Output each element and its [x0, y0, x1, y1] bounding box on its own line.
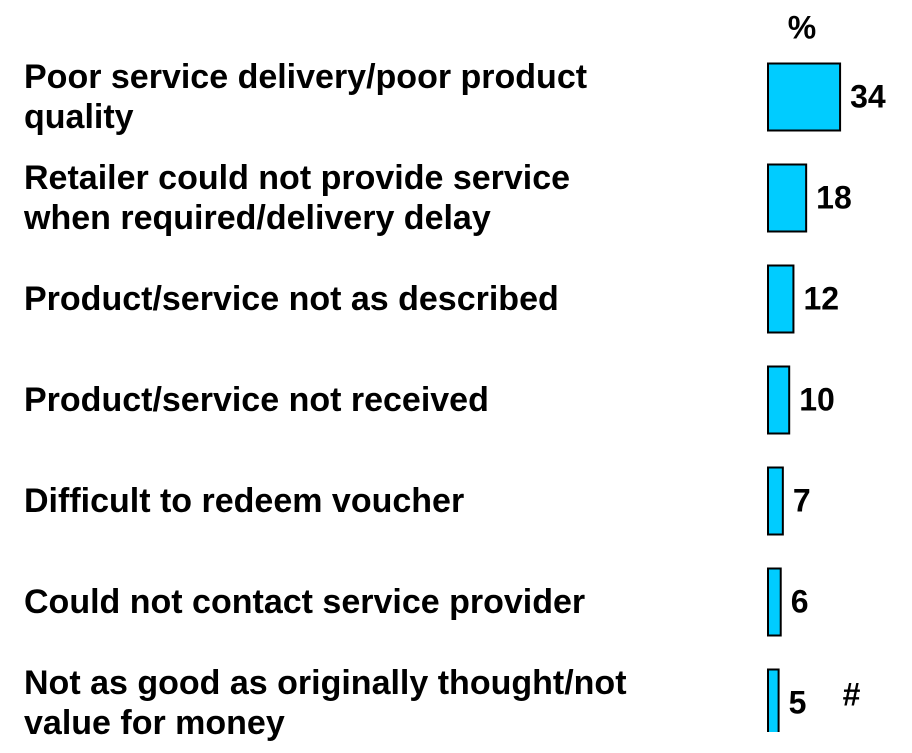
annotation: # [843, 676, 861, 712]
category-label: Product/service not as described [24, 280, 559, 318]
value-label: 10 [799, 381, 835, 417]
bar [767, 264, 795, 334]
page: {"chart_data": {"type": "bar", "orientat… [24, 9, 886, 742]
bar [767, 466, 784, 536]
category-label: Product/service not received [24, 381, 489, 419]
value-label: 34 [850, 78, 886, 114]
bar [767, 567, 782, 637]
bar [767, 163, 808, 233]
value-label: 18 [816, 179, 852, 215]
category-label: Could not contact service provider [24, 583, 586, 621]
category-label: Difficult to redeem voucher [24, 482, 465, 520]
unit-label: % [788, 9, 816, 45]
value-label: 5 [789, 684, 807, 720]
value-label: 12 [803, 280, 839, 316]
category-label: Poor service delivery/poor product quali… [24, 58, 588, 136]
category-label: Retailer could not provide service when … [24, 159, 571, 237]
bar [767, 668, 780, 732]
bar [767, 62, 842, 132]
value-label: 7 [793, 482, 811, 518]
value-label: 6 [791, 583, 809, 619]
bar [767, 365, 791, 435]
chart: % 34 18 12 10 7 6 5 # [767, 9, 886, 732]
